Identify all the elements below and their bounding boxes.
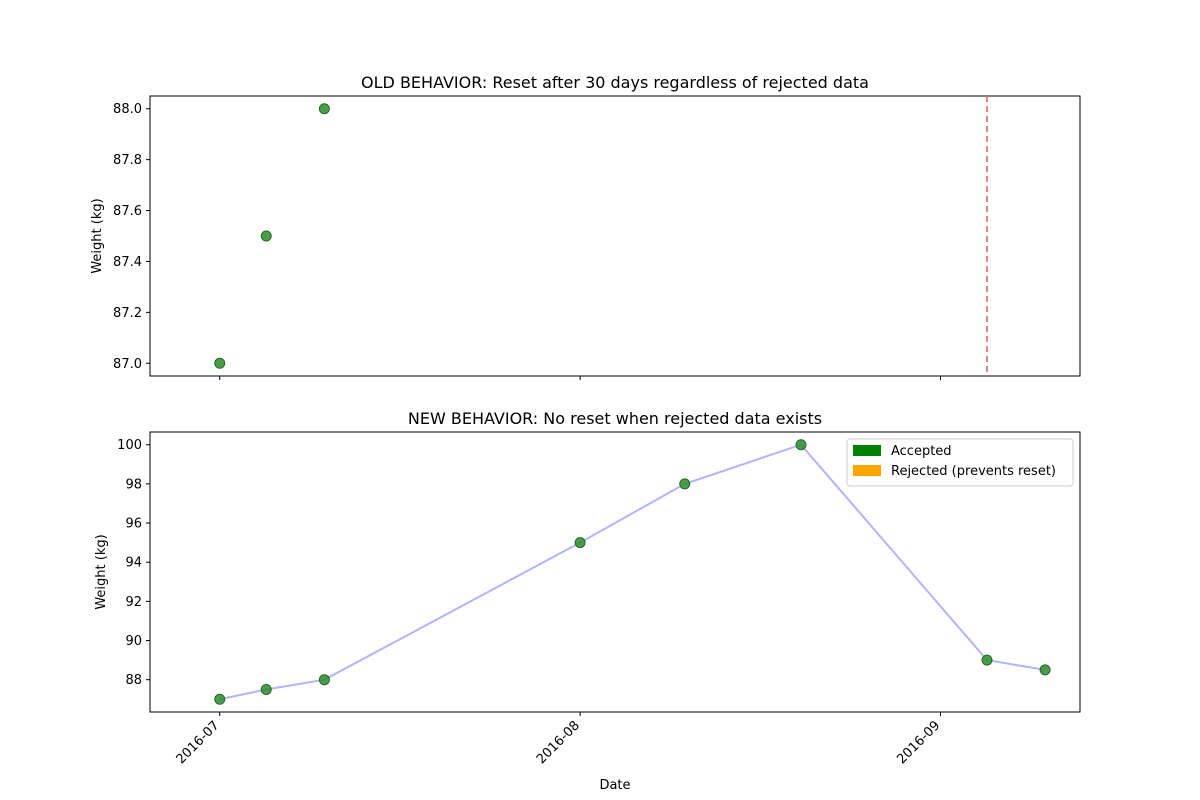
y-tick-label: 87.4 — [113, 255, 142, 270]
plot-area-old — [149, 95, 1081, 377]
legend-label-accepted: Accepted — [891, 444, 952, 459]
legend-swatch-accepted — [853, 445, 881, 456]
x-tick-label: 2016-09 — [894, 718, 943, 767]
x-tick-label: 2016-08 — [534, 718, 583, 767]
legend: Accepted Rejected (prevents reset) — [846, 438, 1074, 487]
data-marks-old — [214, 103, 330, 369]
legend-swatch-rejected — [853, 465, 881, 476]
data-point — [260, 230, 272, 242]
y-tick-label: 96 — [125, 517, 142, 532]
y-axis-label-old: Weight (kg) — [90, 198, 105, 273]
y-axis-label-new: Weight (kg) — [94, 534, 109, 609]
chart-title-new: NEW BEHAVIOR: No reset when rejected dat… — [408, 409, 822, 428]
data-point — [214, 357, 226, 369]
data-point — [318, 103, 330, 115]
x-axis-ticks-new: 2016-07 2016-08 2016-09 — [174, 712, 943, 767]
y-tick-label: 87.6 — [113, 204, 142, 219]
x-axis-ticks-old — [219, 376, 941, 380]
data-point — [214, 693, 226, 705]
data-point — [981, 654, 993, 666]
y-tick-label: 100 — [117, 438, 142, 453]
data-point — [679, 478, 691, 490]
chart-old-behavior: OLD BEHAVIOR: Reset after 30 days regard… — [90, 73, 1081, 380]
data-point — [574, 537, 586, 549]
y-tick-label: 98 — [125, 477, 142, 492]
y-tick-label: 88 — [125, 673, 142, 688]
series-line — [219, 443, 1046, 701]
y-tick-label: 87.8 — [113, 153, 142, 168]
y-tick-label: 87.2 — [113, 306, 142, 321]
chart-title-old: OLD BEHAVIOR: Reset after 30 days regard… — [361, 73, 869, 92]
data-point — [260, 683, 272, 695]
y-axis-ticks-old: 87.0 87.2 87.4 87.6 87.8 88.0 — [113, 102, 150, 372]
y-axis-ticks-new: 88 90 92 94 96 98 100 — [117, 438, 150, 688]
y-tick-label: 88.0 — [113, 102, 142, 117]
y-tick-label: 90 — [125, 634, 142, 649]
y-tick-label: 92 — [125, 595, 142, 610]
legend-label-rejected: Rejected (prevents reset) — [891, 464, 1056, 479]
x-tick-label: 2016-07 — [174, 718, 223, 767]
data-point — [1039, 664, 1051, 676]
y-tick-label: 94 — [125, 556, 142, 571]
data-point — [318, 674, 330, 686]
legend-box — [846, 438, 1074, 487]
x-axis-label-new: Date — [599, 778, 630, 793]
y-tick-label: 87.0 — [113, 357, 142, 372]
data-marks-new — [214, 439, 1051, 705]
data-point — [795, 439, 807, 451]
chart-new-behavior: NEW BEHAVIOR: No reset when rejected dat… — [94, 409, 1081, 793]
